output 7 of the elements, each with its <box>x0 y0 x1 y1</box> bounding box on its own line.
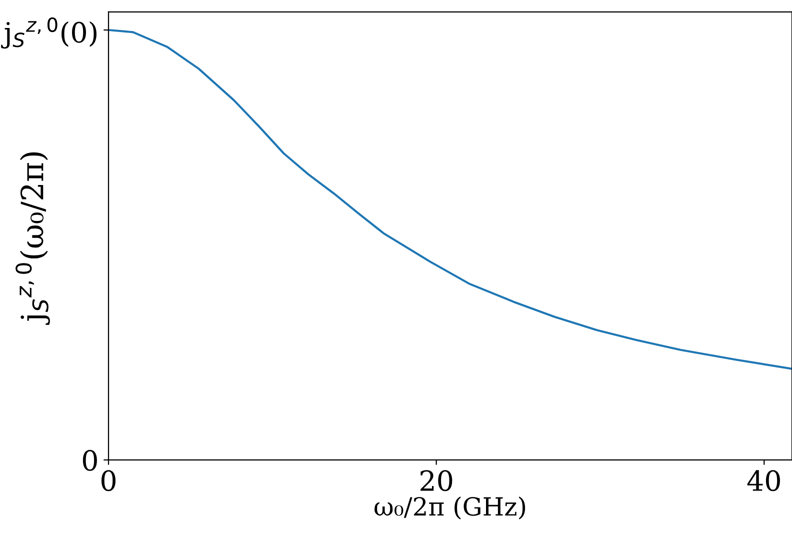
text: 0 <box>82 450 97 471</box>
x-tick-label: 20 <box>420 470 452 492</box>
y-axis-title: j$_{S}$$^{z,0}$(ω₀/2π) <box>16 152 50 325</box>
text: j$_{S}$$^{z,0}$(0) <box>1 17 96 49</box>
x-tick-label: 40 <box>747 470 780 492</box>
x-axis-title: ω₀/2π (GHz) <box>374 496 526 520</box>
x-tick-label: 0 <box>102 470 116 492</box>
